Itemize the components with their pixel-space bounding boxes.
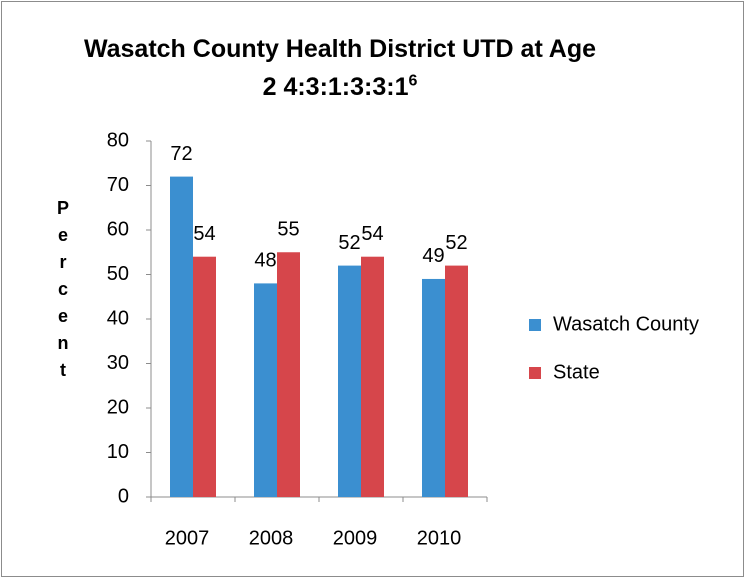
y-tick-label: 60 [107,218,129,240]
y-tick-label: 80 [107,129,129,151]
y-tick-label: 70 [107,174,129,196]
bar [361,256,384,497]
value-label: 48 [254,250,276,272]
value-label: 52 [338,232,360,254]
y-tick-label: 40 [107,307,129,329]
bar [338,265,361,497]
chart-title: Wasatch County Health District UTD at Ag… [80,30,600,106]
value-label: 54 [361,223,383,245]
x-tick-label: 2008 [249,527,294,549]
value-label: 52 [445,232,467,254]
value-label: 49 [422,245,444,267]
bar [254,283,277,497]
x-tick-label: 2009 [333,527,378,549]
y-tick-label: 10 [107,441,129,463]
y-tick-label: 20 [107,396,129,418]
bar [277,252,300,497]
y-axis-label: Percent [53,198,73,387]
legend-swatch [529,319,541,331]
value-label: 54 [193,223,215,245]
value-label: 55 [277,219,299,241]
y-tick-label: 0 [118,485,129,507]
value-label: 72 [170,143,192,165]
bar [193,256,216,497]
title-superscript: 6 [408,72,418,90]
x-tick-label: 2010 [417,527,462,549]
y-tick-label: 30 [107,352,129,374]
bar [445,265,468,497]
legend-label: State [553,361,600,383]
y-tick-label: 50 [107,263,129,285]
legend-swatch [529,367,541,379]
bar [170,176,193,497]
legend-label: Wasatch County [553,313,699,335]
bar [422,278,445,497]
title-text: Wasatch County Health District UTD at Ag… [83,35,597,101]
x-tick-label: 2007 [165,527,210,549]
